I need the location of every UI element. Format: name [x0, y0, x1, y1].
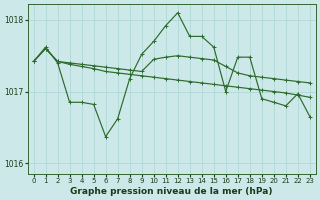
X-axis label: Graphe pression niveau de la mer (hPa): Graphe pression niveau de la mer (hPa) [70, 187, 273, 196]
